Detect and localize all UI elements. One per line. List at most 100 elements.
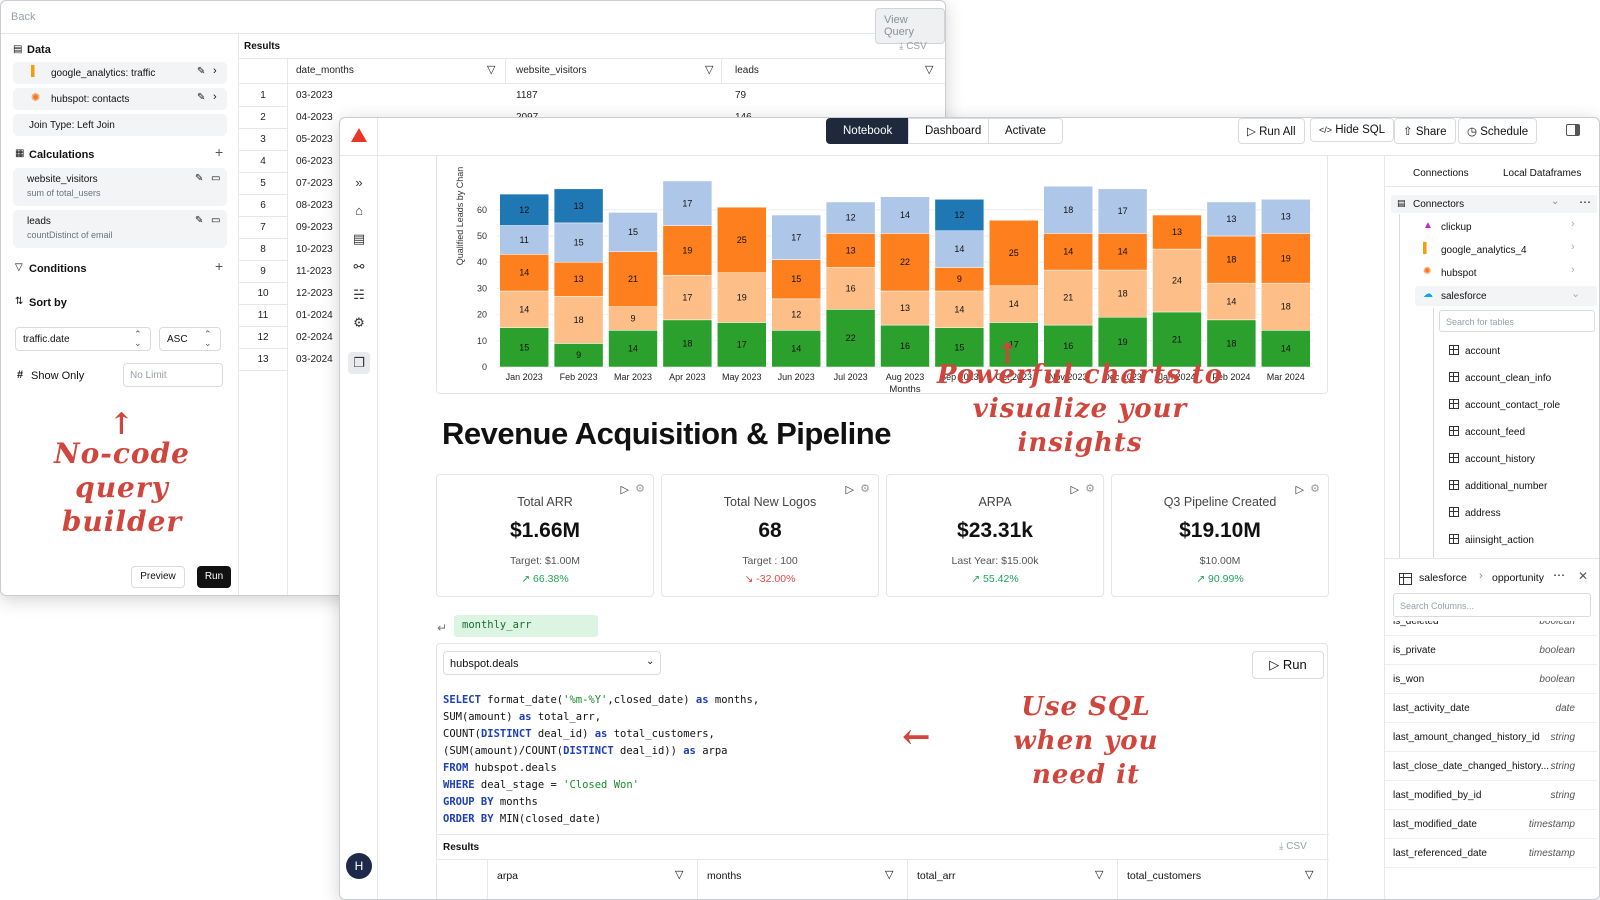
limit-input[interactable]: No Limit xyxy=(123,363,223,387)
breadcrumb-connector[interactable]: salesforce xyxy=(1419,572,1467,584)
bar-segment[interactable] xyxy=(1261,282,1311,331)
cell-name-input[interactable]: monthly_arr xyxy=(454,615,598,637)
bar-segment[interactable] xyxy=(717,206,767,273)
connector-google_analytics_4[interactable]: ▌ google_analytics_4 › xyxy=(1415,240,1597,260)
table-item[interactable]: address xyxy=(1449,507,1501,519)
run-button[interactable]: Run xyxy=(197,566,231,588)
sort-field-select[interactable]: traffic.date ⌃ ⌄ xyxy=(15,327,151,351)
table-item[interactable]: aiinsight_action xyxy=(1449,534,1534,546)
more-icon[interactable]: ⋯ xyxy=(1579,195,1591,209)
bar-segment[interactable] xyxy=(825,233,876,268)
filter-icon[interactable]: ▽ xyxy=(675,869,684,881)
tab-connections[interactable]: Connections xyxy=(1413,168,1469,179)
bar-segment[interactable] xyxy=(499,254,549,292)
bar-segment[interactable] xyxy=(1261,330,1311,368)
notebooks-icon[interactable]: ❐ xyxy=(348,352,370,374)
search-columns-input[interactable]: Search Columns... xyxy=(1393,593,1591,617)
bar-segment[interactable] xyxy=(662,319,713,368)
csv-download[interactable]: ⤓ CSV xyxy=(1279,841,1307,852)
bar-segment[interactable] xyxy=(662,225,713,276)
table-item[interactable]: account_contact_role xyxy=(1449,399,1560,411)
bar-segment[interactable] xyxy=(825,201,876,234)
bar-segment[interactable] xyxy=(1152,248,1202,313)
gear-icon[interactable]: ⚙ xyxy=(1310,483,1320,495)
bar-segment[interactable] xyxy=(771,330,821,368)
column-header[interactable]: months xyxy=(707,870,742,882)
bar-segment[interactable] xyxy=(1206,282,1257,321)
connector-salesforce[interactable]: ☁ salesforce ⌄ xyxy=(1415,286,1597,306)
table-item[interactable]: account_clean_info xyxy=(1449,372,1551,384)
filter-icon[interactable]: ▽ xyxy=(1095,869,1104,881)
play-icon[interactable]: ▷ xyxy=(845,484,854,496)
bar-segment[interactable] xyxy=(499,225,549,255)
column-header[interactable]: total_customers xyxy=(1127,870,1202,882)
bar-segment[interactable] xyxy=(717,322,767,368)
bar-segment[interactable] xyxy=(989,220,1039,287)
column-item[interactable]: is_private boolean xyxy=(1385,636,1597,665)
edit-icon[interactable]: ✎ xyxy=(197,66,206,77)
preview-button[interactable]: Preview xyxy=(131,566,185,588)
column-header[interactable]: total_arr xyxy=(917,870,956,882)
bar-segment[interactable] xyxy=(989,285,1039,323)
share-button[interactable]: ⇧ Share xyxy=(1394,118,1456,144)
column-item[interactable]: last_activity_date date xyxy=(1385,694,1597,723)
trash-icon[interactable]: ▭ xyxy=(211,215,221,226)
run-all-button[interactable]: ▷ Run All xyxy=(1238,118,1305,144)
expand-icon[interactable]: » xyxy=(355,175,363,190)
csv-download[interactable]: ⤓ CSV xyxy=(899,41,927,52)
more-icon[interactable]: ⋯ xyxy=(1553,568,1565,582)
column-item[interactable]: last_modified_date timestamp xyxy=(1385,810,1597,839)
tab-dashboard[interactable]: Dashboard xyxy=(908,118,999,144)
sql-editor[interactable]: SELECT format_date('%m-%Y',closed_date) … xyxy=(443,694,760,825)
bar-segment[interactable] xyxy=(1043,233,1093,271)
bar-segment[interactable] xyxy=(662,180,713,226)
bar-segment[interactable] xyxy=(662,275,713,321)
bar-segment[interactable] xyxy=(934,230,985,268)
source-select[interactable]: hubspot.deals ⌄ xyxy=(443,651,661,675)
view-query-button[interactable]: View Query xyxy=(875,8,945,44)
table-item[interactable]: account_history xyxy=(1449,453,1535,465)
tab-local-dataframes[interactable]: Local Dataframes xyxy=(1503,168,1582,179)
gear-icon[interactable]: ⚙ xyxy=(860,483,870,495)
chevron-right-icon[interactable]: › xyxy=(213,65,217,77)
bar-segment[interactable] xyxy=(880,290,930,326)
bar-segment[interactable] xyxy=(1261,233,1311,284)
bar-segment[interactable] xyxy=(553,296,604,344)
connector-hubspot[interactable]: ✺ hubspot › xyxy=(1415,263,1597,283)
column-item[interactable]: last_referenced_date timestamp xyxy=(1385,839,1597,868)
filter-icon[interactable]: ▽ xyxy=(885,869,894,881)
column-item[interactable]: last_modified_by_id string xyxy=(1385,781,1597,810)
bar-segment[interactable] xyxy=(1097,233,1148,271)
tab-notebook[interactable]: Notebook xyxy=(826,118,910,144)
bar-segment[interactable] xyxy=(1261,199,1311,234)
calculation-item[interactable]: website_visitors sum of total_users ✎ ▭ xyxy=(13,168,227,206)
tab-activate[interactable]: Activate xyxy=(988,118,1063,144)
hide-sql-button[interactable]: </> Hide SQL xyxy=(1310,118,1395,142)
back-link[interactable]: Back xyxy=(11,11,36,23)
bar-segment[interactable] xyxy=(1097,316,1148,368)
edit-icon[interactable]: ✎ xyxy=(195,215,204,226)
trash-icon[interactable]: ▭ xyxy=(211,173,221,184)
hierarchy-icon[interactable]: ☵ xyxy=(353,287,365,302)
bar-segment[interactable] xyxy=(1043,269,1093,326)
bar-segment[interactable] xyxy=(771,214,821,260)
bar-segment[interactable] xyxy=(1152,214,1202,250)
column-header[interactable]: arpa xyxy=(497,870,519,882)
column-item[interactable]: last_close_date_changed_history... string xyxy=(1385,752,1597,781)
bar-segment[interactable] xyxy=(717,272,767,323)
gear-icon[interactable]: ⚙ xyxy=(353,315,365,330)
bar-segment[interactable] xyxy=(934,327,985,368)
add-condition-icon[interactable]: + xyxy=(215,258,224,274)
bar-segment[interactable] xyxy=(1152,311,1202,368)
source-hubspot[interactable]: ✺ hubspot: contacts ✎ › xyxy=(13,88,227,110)
filter-icon[interactable]: ▽ xyxy=(925,64,934,76)
logo[interactable] xyxy=(340,118,378,156)
bar-segment[interactable] xyxy=(1206,201,1257,237)
column-header[interactable]: website_visitors xyxy=(516,65,587,76)
filter-icon[interactable]: ▽ xyxy=(487,64,496,76)
gear-icon[interactable]: ⚙ xyxy=(635,483,645,495)
table-icon[interactable]: ▤ xyxy=(352,231,366,246)
bar-segment[interactable] xyxy=(825,267,876,310)
bar-segment[interactable] xyxy=(499,327,549,368)
schedule-button[interactable]: ◷ Schedule xyxy=(1458,118,1538,144)
